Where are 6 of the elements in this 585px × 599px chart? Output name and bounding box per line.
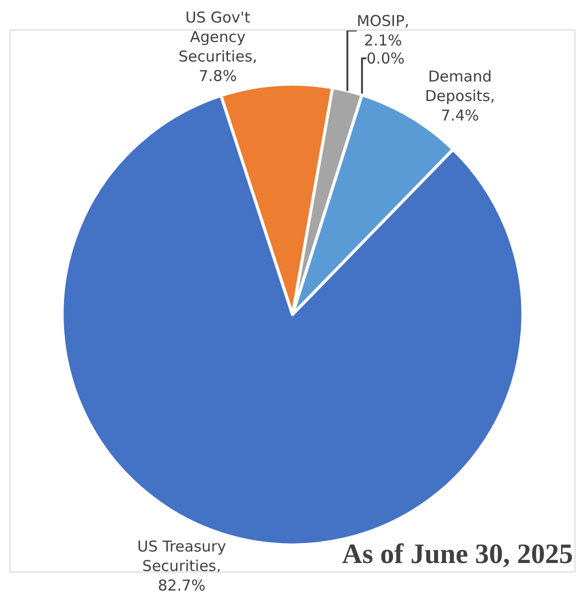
text: 0.0% <box>366 49 405 68</box>
slice-label: Demand Deposits, 7.4% <box>424 67 495 124</box>
slice-label: MOSIP, 2.1% <box>356 12 410 50</box>
text: As of June 30, 2025 <box>342 539 574 570</box>
slice-label: US Gov't Agency Securities, 7.8% <box>178 8 258 85</box>
slice-label: US Treasury Securities, 82.7% <box>137 537 226 594</box>
